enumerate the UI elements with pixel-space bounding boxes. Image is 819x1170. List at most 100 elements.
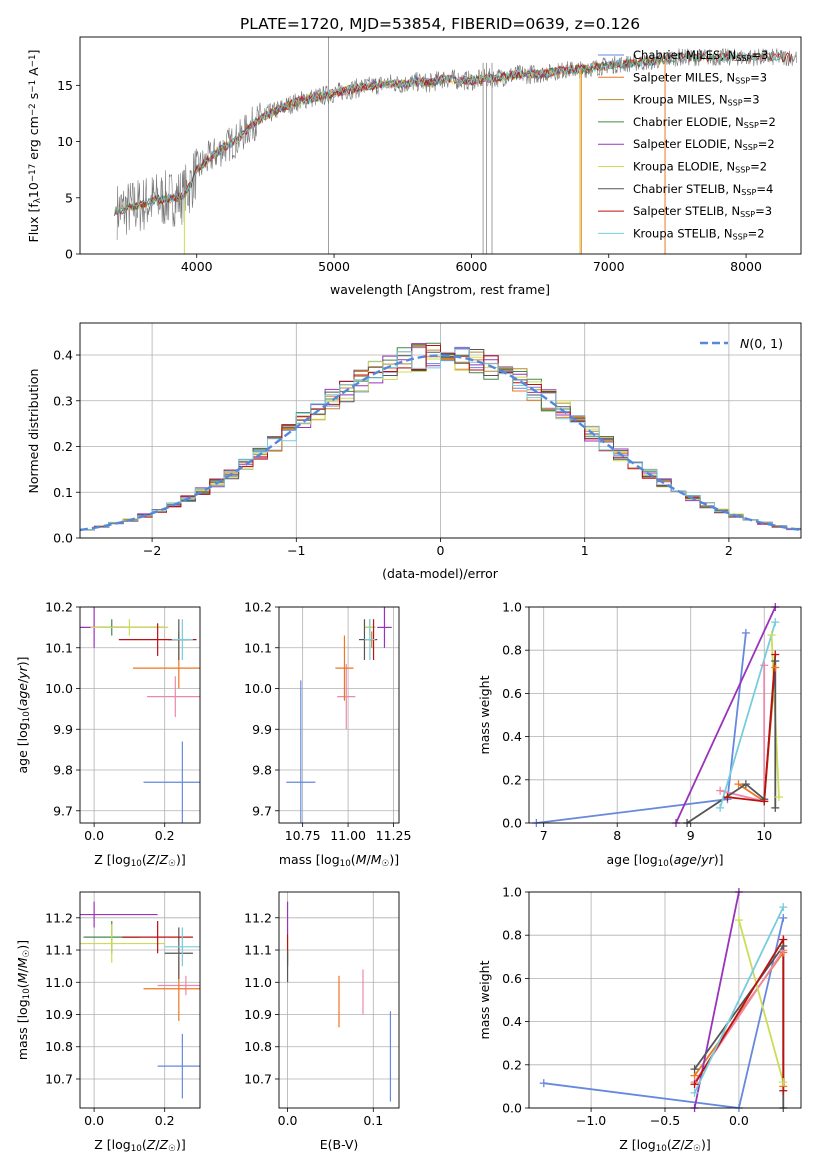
x-tick-label: 11.00 <box>330 828 366 843</box>
y-axis-label: mass weight <box>477 675 492 754</box>
x-axis-label: E(B-V) <box>320 1137 359 1152</box>
y-tick-label: 0.2 <box>53 439 73 454</box>
y-axis-label: age [log10(age/yr)] <box>15 656 32 773</box>
y-tick-label: 10.7 <box>45 1071 73 1086</box>
spectrum-legend: Chabrier MILES, NSSP=3 Salpeter MILES, NS… <box>598 48 776 241</box>
y-tick-label: 11.2 <box>244 910 272 925</box>
figure-title: PLATE=1720, MJD=53854, FIBERID=0639, z=0… <box>240 15 640 33</box>
x-tick-label: 9 <box>687 828 695 843</box>
legend-entry: N(0, 1) <box>740 336 783 351</box>
y-tick-label: 10.1 <box>244 640 272 655</box>
y-tick-label: 0 <box>65 247 73 262</box>
spectrum-axes: 4000 5000 6000 7000 8000 0 5 10 15 Chabrier MILES… <box>57 36 802 274</box>
x-tick-label: 2 <box>725 543 733 558</box>
x-tick-label: 0.2 <box>155 828 175 843</box>
y-tick-label: 10.8 <box>45 1039 73 1054</box>
y-tick-label: 0.6 <box>502 971 522 986</box>
y-tick-label: 1.0 <box>502 600 522 615</box>
x-tick-label: −2 <box>143 543 161 558</box>
legend-entry: Chabrier ELODIE, NSSP=2 <box>633 115 776 130</box>
x-tick-label: 0.0 <box>278 1113 298 1128</box>
y-tick-label: 0.0 <box>53 531 73 546</box>
x-tick-label: −1 <box>287 543 305 558</box>
axes-frame <box>79 36 802 255</box>
y-tick-label: 10.0 <box>244 681 272 696</box>
x-tick-label: 7000 <box>593 259 625 274</box>
axes-frame <box>528 891 802 1109</box>
y-tick-label: 1.0 <box>502 885 522 900</box>
weight-vs-Z-axes: −1.0 −0.5 0.0 0.0 0.2 0.4 0.6 0.8 1.0 <box>502 885 802 1128</box>
model-line-chabrier-stelib <box>113 54 671 216</box>
x-tick-label: 0.2 <box>155 1113 175 1128</box>
x-axis-label: Z [log10(Z/Z☉)] <box>94 852 186 869</box>
axes-frame <box>79 891 201 1109</box>
y-tick-label: 0.6 <box>502 686 522 701</box>
y-tick-label: 0.4 <box>502 729 522 744</box>
y-tick-label: 11.1 <box>244 943 272 958</box>
y-axis-label: Normed distribution <box>26 369 41 494</box>
x-tick-label: 10 <box>756 828 772 843</box>
y-axis-label: mass weight <box>477 960 492 1039</box>
x-tick-label: −1.0 <box>576 1113 606 1128</box>
age-vs-Z-plot-area <box>80 607 200 823</box>
y-tick-label: 10 <box>57 134 73 149</box>
y-tick-label: 0.4 <box>502 1014 522 1029</box>
x-axis-label: wavelength [Angstrom, rest frame] <box>330 282 550 297</box>
weight-vs-Z-plot-area <box>543 892 785 1108</box>
legend-entry: Kroupa STELIB, NSSP=2 <box>633 226 765 241</box>
legend-entry: Salpeter ELODIE, NSSP=2 <box>633 137 775 152</box>
x-tick-label: 0.0 <box>729 1113 749 1128</box>
y-tick-label: 10.8 <box>244 1039 272 1054</box>
y-tick-label: 0.2 <box>502 772 522 787</box>
mass-vs-Z-plot-area <box>80 901 200 1099</box>
y-axis-label: mass [log10(M/M☉)] <box>15 940 32 1060</box>
x-tick-label: 0.0 <box>84 1113 104 1128</box>
legend-entry: Salpeter MILES, NSSP=3 <box>633 70 767 85</box>
model-line-kroupa-stelib <box>113 51 781 216</box>
x-tick-label: 0 <box>437 543 445 558</box>
legend-entry: Chabrier STELIB, NSSP=4 <box>633 182 773 197</box>
y-tick-label: 10.9 <box>45 1007 73 1022</box>
y-tick-label: 0.4 <box>53 348 73 363</box>
y-tick-label: 10.0 <box>45 681 73 696</box>
y-tick-label: 0.2 <box>502 1057 522 1072</box>
y-tick-label: 0.8 <box>502 643 522 658</box>
y-tick-label: 15 <box>57 78 73 93</box>
y-tick-label: 9.8 <box>252 763 272 778</box>
x-tick-label: 8000 <box>730 259 762 274</box>
x-tick-label: 10.75 <box>285 828 321 843</box>
weight-line <box>536 632 747 823</box>
axes-frame <box>79 606 201 824</box>
weight-line <box>738 919 785 1083</box>
axes-frame <box>528 606 802 824</box>
residuals-axes: −2 −1 0 1 2 0.0 0.1 0.2 0.3 0.4 N(0, 1) <box>53 322 802 558</box>
x-axis-label: Z [log10(Z/Z☉)] <box>94 1137 186 1154</box>
y-tick-label: 11.1 <box>45 943 73 958</box>
x-tick-label: 8 <box>613 828 621 843</box>
y-tick-label: 9.9 <box>53 722 73 737</box>
x-tick-label: 7 <box>540 828 548 843</box>
y-tick-label: 10.7 <box>244 1071 272 1086</box>
axes-frame <box>79 322 802 539</box>
x-tick-label: −0.5 <box>650 1113 680 1128</box>
observed-spectrum-line <box>116 48 797 240</box>
y-tick-label: 10.2 <box>244 600 272 615</box>
mass-vs-EBV-plot-area <box>286 901 392 1102</box>
age-vs-mass-plot-area <box>286 607 392 823</box>
y-tick-label: 10.9 <box>244 1007 272 1022</box>
legend-entry: Salpeter STELIB, NSSP=3 <box>633 204 772 219</box>
weight-line <box>675 607 777 823</box>
x-tick-label: 6000 <box>455 259 487 274</box>
x-tick-label: 4000 <box>181 259 213 274</box>
legend-entry: Kroupa ELODIE, NSSP=2 <box>633 160 767 175</box>
x-tick-label: 0.0 <box>84 828 104 843</box>
y-tick-label: 9.8 <box>53 763 73 778</box>
y-tick-label: 9.7 <box>252 803 272 818</box>
y-axis-label: Flux [fλ10−17 erg cm−2 s−1 A−1] <box>26 50 43 243</box>
weight-line <box>543 917 785 1108</box>
weight-line <box>693 892 740 1108</box>
legend-entry: Kroupa MILES, NSSP=3 <box>633 93 760 108</box>
x-tick-label: 5000 <box>318 259 350 274</box>
